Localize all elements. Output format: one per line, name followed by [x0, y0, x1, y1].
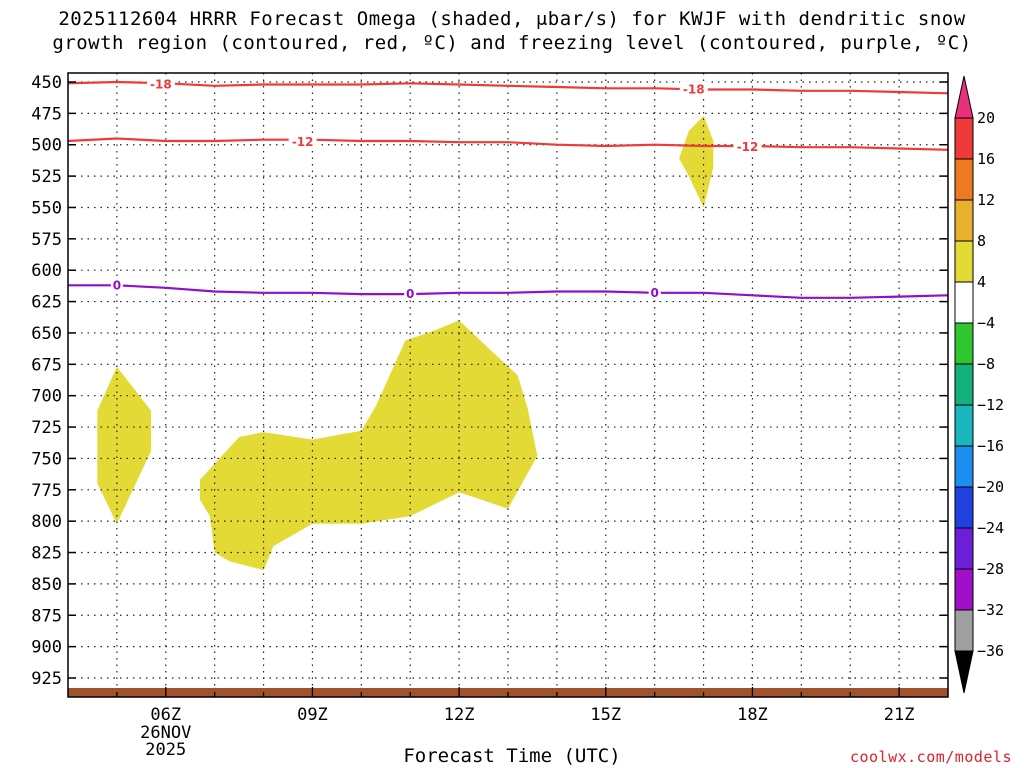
contour-label-bg — [733, 139, 762, 154]
colorbar-label: −24 — [977, 519, 1004, 537]
y-tick-label: 675 — [31, 355, 62, 375]
chart-title-line1: 2025112604 HRRR Forecast Omega (shaded, … — [58, 8, 966, 30]
contour-label: -12 — [292, 135, 314, 149]
colorbar-segment — [954, 568, 974, 611]
contour-label-bg — [146, 76, 175, 91]
date-label: 2025 — [145, 740, 186, 760]
colorbar-bottom-triangle — [954, 650, 974, 694]
colorbar-label: 4 — [977, 273, 986, 291]
y-tick-label: 575 — [31, 230, 62, 250]
colorbar-label: −8 — [977, 355, 995, 373]
colorbar-label: 8 — [977, 232, 986, 250]
y-tick-label: 600 — [31, 261, 62, 281]
x-tick-label: 09Z — [297, 705, 328, 725]
contour-label-bg — [648, 284, 661, 299]
y-tick-label: 525 — [31, 167, 62, 187]
y-tick-label: 700 — [31, 387, 62, 407]
contour-label: 0 — [406, 287, 414, 301]
colorbar-label: −16 — [977, 437, 1004, 455]
contour-label-bg — [110, 277, 123, 292]
x-tick-label: 21Z — [884, 705, 915, 725]
contour-minus12 — [67, 137, 949, 151]
x-tick-label: 18Z — [737, 705, 768, 725]
colorbar-segment — [954, 404, 974, 447]
y-tick-label: 725 — [31, 418, 62, 438]
y-tick-label: 450 — [31, 73, 62, 93]
colorbar-top-triangle — [954, 75, 974, 119]
colorbar-label: −12 — [977, 396, 1004, 414]
omega-4to8-main — [200, 320, 538, 571]
colorbar-segment — [954, 363, 974, 406]
colorbar-segment — [954, 199, 974, 242]
colorbar-label: −28 — [977, 560, 1004, 578]
colorbar-segment — [954, 527, 974, 570]
date-label: 26NOV — [140, 723, 191, 743]
colorbar-label: −20 — [977, 478, 1004, 496]
x-axis-title: Forecast Time (UTC) — [403, 745, 621, 767]
contour-label-bg — [404, 286, 417, 301]
colorbar-segment — [954, 322, 974, 365]
colorbar-segment — [954, 158, 974, 201]
omega-4to8-upper — [679, 115, 714, 208]
x-tick-label: 06Z — [150, 705, 181, 725]
contour-label: -18 — [150, 78, 172, 92]
y-tick-label: 900 — [31, 638, 62, 658]
x-tick-label: 12Z — [444, 705, 475, 725]
y-tick-label: 750 — [31, 449, 62, 469]
contour-label-bg — [679, 81, 708, 96]
colorbar-segment — [954, 281, 974, 324]
y-tick-label: 475 — [31, 104, 62, 124]
colorbar-segment — [954, 240, 974, 283]
colorbar-label: 20 — [977, 109, 995, 127]
contour-label-bg — [288, 134, 317, 149]
y-tick-label: 850 — [31, 575, 62, 595]
colorbar-segment — [954, 609, 974, 652]
y-tick-label: 650 — [31, 324, 62, 344]
y-tick-label: 875 — [31, 606, 62, 626]
y-tick-label: 800 — [31, 512, 62, 532]
y-tick-label: 925 — [31, 669, 62, 689]
colorbar-label: 16 — [977, 150, 995, 168]
contour-zero — [68, 284, 949, 299]
contour-label: -12 — [737, 140, 759, 154]
contour-minus18 — [67, 80, 949, 95]
credit-label: coolwx.com/models — [849, 748, 1012, 766]
contour-label: 0 — [650, 286, 658, 300]
colorbar-label: −36 — [977, 642, 1004, 660]
contour-label: -18 — [683, 83, 705, 97]
colorbar-label: −4 — [977, 314, 995, 332]
x-tick-label: 15Z — [590, 705, 621, 725]
colorbar-label: −32 — [977, 601, 1004, 619]
y-tick-label: 625 — [31, 293, 62, 313]
chart-title-line2: growth region (contoured, red, ºC) and f… — [52, 32, 972, 54]
omega-4to8-low — [97, 366, 152, 524]
colorbar-segment — [954, 486, 974, 529]
y-tick-label: 775 — [31, 481, 62, 501]
colorbar-segment — [954, 117, 974, 160]
y-tick-label: 825 — [31, 544, 62, 564]
y-tick-label: 500 — [31, 136, 62, 156]
colorbar-label: 12 — [977, 191, 995, 209]
contour-label: 0 — [113, 278, 121, 292]
colorbar-segment — [954, 445, 974, 488]
y-tick-label: 550 — [31, 198, 62, 218]
